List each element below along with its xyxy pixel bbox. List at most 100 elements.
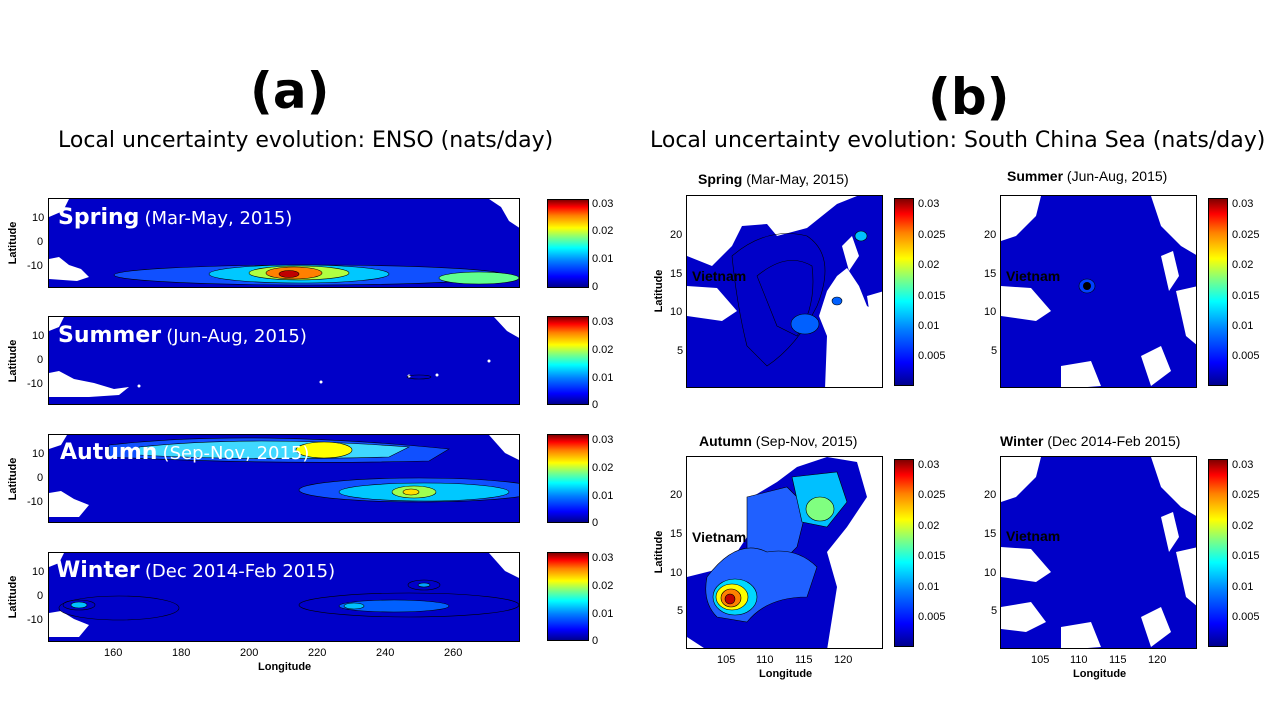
x-axis-label: Longitude (1073, 668, 1127, 680)
colorbar (547, 552, 589, 641)
enso-spring-label: Spring (Mar-May, 2015) (58, 205, 292, 230)
scs-winter-map (1000, 456, 1197, 649)
colorbar (547, 434, 589, 523)
colorbar-tick: 0.005 (1232, 350, 1260, 362)
colorbar-tick: 0.02 (592, 580, 614, 592)
ytick: -10 (27, 260, 43, 272)
ytick: 10 (32, 212, 45, 224)
colorbar-tick: 0.005 (918, 611, 946, 623)
xtick: 115 (795, 654, 813, 666)
ytick: 10 (32, 566, 45, 578)
ytick: 20 (670, 229, 683, 241)
season-name: Winter (56, 558, 140, 583)
colorbar-tick: 0.03 (918, 459, 940, 471)
colorbar-tick: 0.02 (1232, 520, 1254, 532)
season-period: (Sep-Nov, 2015) (755, 433, 858, 449)
xtick: 110 (1070, 654, 1088, 666)
colorbar-tick: 0.025 (1232, 229, 1260, 241)
enso-winter-label: Winter (Dec 2014-Feb 2015) (56, 558, 335, 583)
colorbar-tick: 0.015 (1232, 550, 1260, 562)
xtick: 200 (240, 647, 259, 659)
ytick: 5 (677, 345, 684, 357)
ytick: 10 (670, 306, 683, 318)
season-name: Autumn (60, 440, 158, 465)
x-axis-label: Longitude (759, 668, 813, 680)
ytick: 20 (984, 489, 997, 501)
panel-a-title: Local uncertainty evolution: ENSO (nats/… (58, 128, 554, 153)
xtick: 260 (444, 647, 463, 659)
y-axis-label: Latitude (7, 575, 19, 619)
colorbar-tick: 0.03 (592, 198, 614, 210)
colorbar-tick: 0.015 (918, 290, 946, 302)
xtick: 160 (104, 647, 123, 659)
ytick: 5 (991, 605, 998, 617)
ytick: 15 (670, 268, 683, 280)
scs-spring-map (686, 195, 883, 388)
colorbar-tick: 0.03 (1232, 459, 1254, 471)
season-name: Spring (58, 205, 140, 230)
colorbar-tick: 0.01 (592, 253, 614, 265)
xtick: 180 (172, 647, 191, 659)
colorbar-tick: 0.01 (592, 608, 614, 620)
colorbar-tick: 0.02 (592, 225, 614, 237)
enso-summer-label: Summer (Jun-Aug, 2015) (58, 323, 307, 348)
scs-summer-map (1000, 195, 1197, 388)
enso-winter-map (48, 552, 520, 642)
y-axis-label: Latitude (7, 457, 19, 501)
colorbar-tick: 0.015 (918, 550, 946, 562)
panel-b-letter: (b) (928, 68, 1010, 126)
colorbar-tick: 0.01 (918, 320, 940, 332)
season-period: (Mar-May, 2015) (746, 171, 849, 187)
scs-autumn-label: Autumn (Sep-Nov, 2015) (699, 433, 857, 449)
xtick: 120 (834, 654, 853, 666)
ytick: 0 (37, 590, 44, 602)
ytick: 15 (984, 268, 997, 280)
ytick: 15 (670, 528, 683, 540)
colorbar-tick: 0.02 (918, 520, 940, 532)
xtick: 105 (1031, 654, 1050, 666)
season-period: (Jun-Aug, 2015) (166, 326, 307, 347)
colorbar-tick: 0 (592, 399, 599, 411)
ytick: 0 (37, 472, 44, 484)
colorbar (1208, 198, 1228, 386)
region-label: Vietnam (1006, 268, 1061, 284)
colorbar-tick: 0.005 (1232, 611, 1260, 623)
xtick: 120 (1148, 654, 1167, 666)
ytick: 10 (670, 567, 683, 579)
colorbar-tick: 0.03 (592, 434, 614, 446)
ytick: 20 (984, 229, 997, 241)
season-period: (Mar-May, 2015) (144, 208, 293, 229)
colorbar-tick: 0 (592, 635, 599, 647)
colorbar-tick: 0 (592, 281, 599, 293)
ytick: 5 (991, 345, 998, 357)
y-axis-label: Latitude (7, 221, 19, 265)
colorbar-tick: 0.02 (592, 344, 614, 356)
colorbar-tick: 0.005 (918, 350, 946, 362)
scs-winter-label: Winter (Dec 2014-Feb 2015) (1000, 433, 1180, 449)
season-name: Summer (1007, 168, 1064, 184)
season-period: (Sep-Nov, 2015) (162, 443, 310, 464)
season-period: (Dec 2014-Feb 2015) (1047, 433, 1181, 449)
ytick: 10 (984, 567, 997, 579)
xtick: 240 (376, 647, 395, 659)
season-name: Spring (698, 171, 743, 187)
season-period: (Jun-Aug, 2015) (1066, 168, 1168, 184)
season-period: (Dec 2014-Feb 2015) (144, 561, 336, 582)
colorbar-tick: 0.02 (918, 259, 940, 271)
colorbar-tick: 0.03 (592, 316, 614, 328)
colorbar-tick: 0.03 (1232, 198, 1254, 210)
ytick: 0 (37, 236, 44, 248)
season-name: Winter (1000, 433, 1044, 449)
ytick: -10 (27, 496, 43, 508)
colorbar (547, 199, 589, 288)
scs-autumn-map (686, 456, 883, 649)
colorbar-tick: 0.01 (918, 581, 940, 593)
colorbar (894, 198, 914, 386)
ytick: 10 (32, 330, 45, 342)
xtick: 115 (1109, 654, 1127, 666)
x-axis-label: Longitude (258, 661, 312, 673)
colorbar-tick: 0.01 (592, 372, 614, 384)
ytick: 10 (984, 306, 997, 318)
colorbar-tick: 0.025 (1232, 489, 1260, 501)
enso-autumn-label: Autumn (Sep-Nov, 2015) (60, 440, 309, 465)
